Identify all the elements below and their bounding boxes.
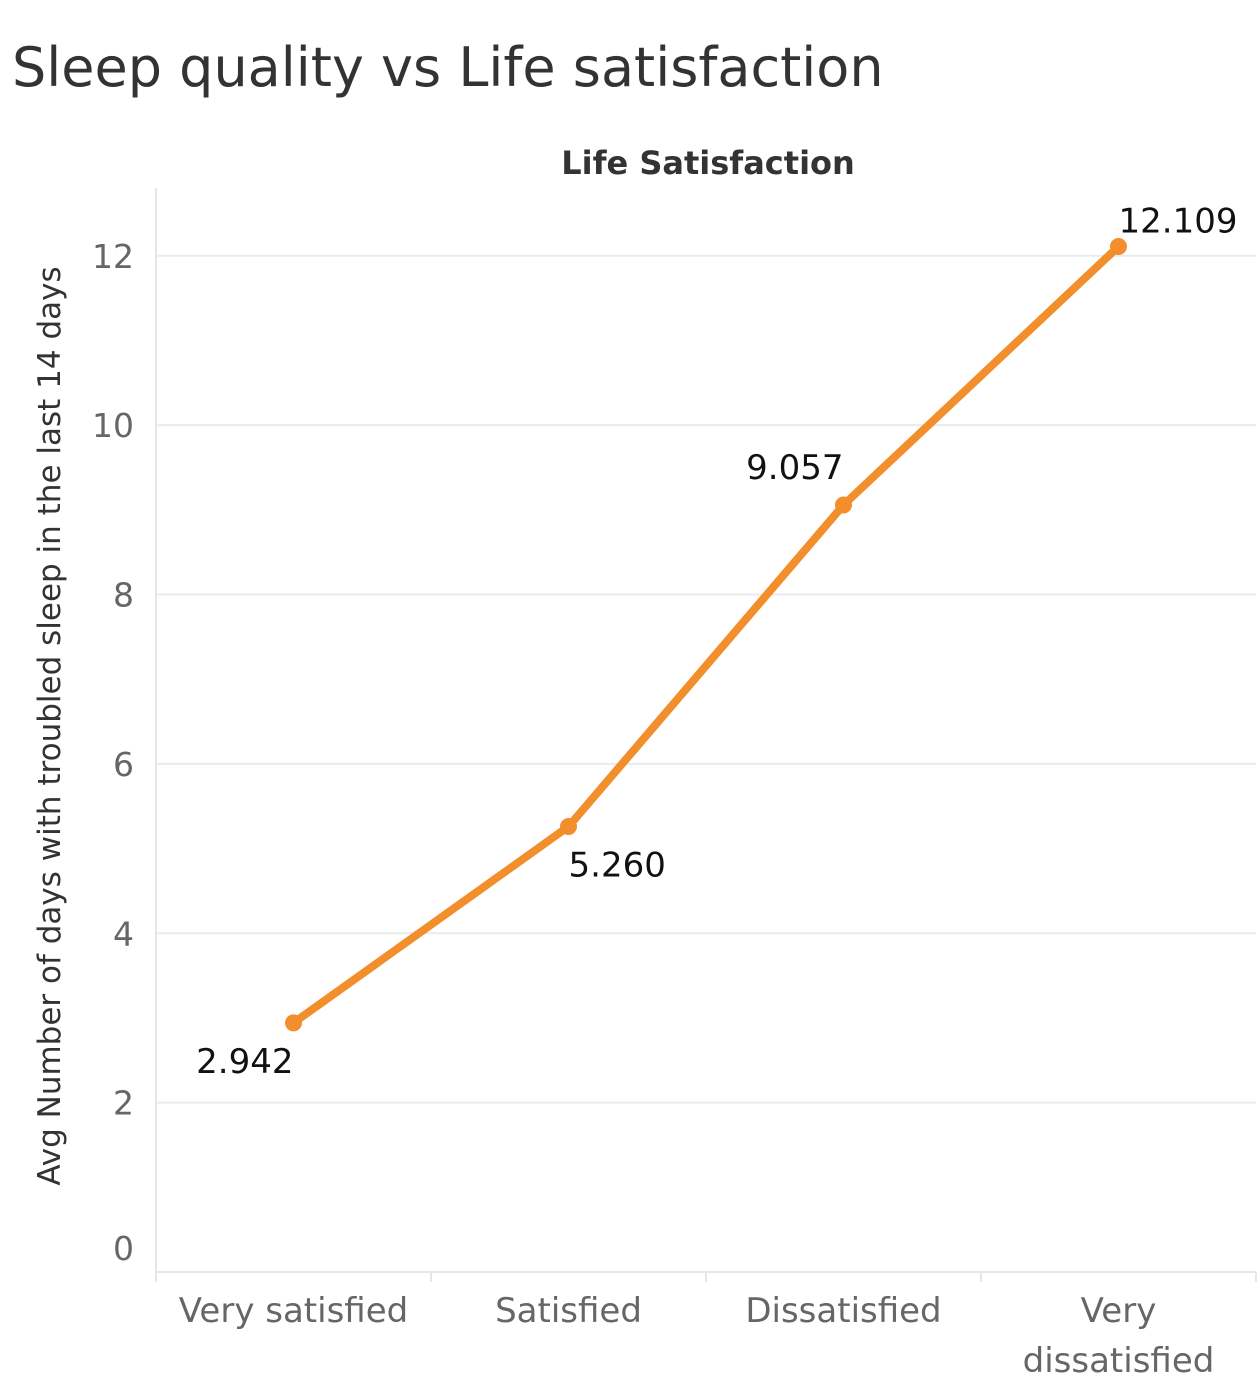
y-tick-label: 6 bbox=[113, 745, 134, 784]
data-point[interactable] bbox=[285, 1014, 302, 1032]
y-axis-title: Avg Number of days with troubled sleep i… bbox=[32, 266, 68, 1185]
y-tick-label: 2 bbox=[113, 1084, 134, 1123]
y-tick-label: 8 bbox=[113, 576, 134, 615]
series-line bbox=[289, 242, 1123, 1027]
x-tick-label: Satisfied bbox=[495, 1291, 642, 1331]
gridlines bbox=[156, 254, 1256, 1104]
axes bbox=[155, 188, 1257, 1282]
data-point[interactable] bbox=[560, 818, 577, 836]
column-header: Life Satisfaction bbox=[561, 144, 855, 182]
series-group bbox=[285, 238, 1127, 1032]
y-axis-ticks: 0 2 4 6 8 10 12 bbox=[92, 237, 134, 1268]
data-label: 5.260 bbox=[569, 846, 666, 886]
y-tick-label: 10 bbox=[92, 406, 134, 445]
data-labels: 2.942 5.260 9.057 12.109 bbox=[196, 202, 1237, 1082]
x-axis-ticks: Very satisfied Satisfied Dissatisfied Very d… bbox=[179, 1291, 1215, 1381]
x-tick-label: Dissatisfied bbox=[745, 1291, 941, 1331]
data-point[interactable] bbox=[835, 496, 852, 514]
x-tick-label: Very satisfied bbox=[179, 1291, 408, 1331]
x-tick-label: dissatisfied bbox=[1023, 1341, 1215, 1381]
data-label: 12.109 bbox=[1119, 202, 1238, 242]
y-tick-label: 0 bbox=[113, 1229, 134, 1268]
y-tick-label: 12 bbox=[92, 237, 134, 276]
x-tick-label: Very bbox=[1081, 1291, 1157, 1331]
chart-title: Sleep quality vs Life satisfaction bbox=[12, 36, 884, 99]
y-tick-label: 4 bbox=[113, 914, 134, 953]
data-label: 9.057 bbox=[746, 448, 843, 488]
data-point[interactable] bbox=[1110, 238, 1127, 256]
data-label: 2.942 bbox=[196, 1042, 293, 1082]
